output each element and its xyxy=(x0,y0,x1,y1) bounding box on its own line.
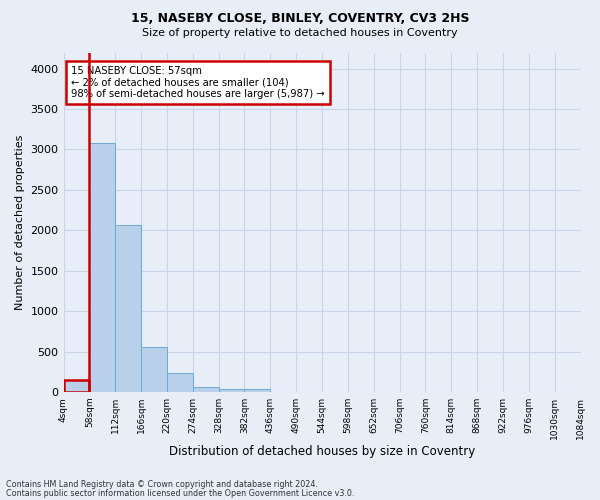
Bar xyxy=(64,380,89,392)
Y-axis label: Number of detached properties: Number of detached properties xyxy=(15,134,25,310)
Text: Contains public sector information licensed under the Open Government Licence v3: Contains public sector information licen… xyxy=(6,488,355,498)
Bar xyxy=(193,386,218,392)
Bar xyxy=(218,388,244,392)
Text: 15, NASEBY CLOSE, BINLEY, COVENTRY, CV3 2HS: 15, NASEBY CLOSE, BINLEY, COVENTRY, CV3 … xyxy=(131,12,469,26)
X-axis label: Distribution of detached houses by size in Coventry: Distribution of detached houses by size … xyxy=(169,444,475,458)
Text: Contains HM Land Registry data © Crown copyright and database right 2024.: Contains HM Land Registry data © Crown c… xyxy=(6,480,318,489)
Bar xyxy=(167,373,193,392)
Text: 15 NASEBY CLOSE: 57sqm
← 2% of detached houses are smaller (104)
98% of semi-det: 15 NASEBY CLOSE: 57sqm ← 2% of detached … xyxy=(71,66,325,100)
Bar xyxy=(244,388,271,392)
Bar xyxy=(89,143,115,392)
Bar xyxy=(64,380,89,392)
Bar xyxy=(141,346,167,392)
Bar xyxy=(115,224,141,392)
Text: Size of property relative to detached houses in Coventry: Size of property relative to detached ho… xyxy=(142,28,458,38)
